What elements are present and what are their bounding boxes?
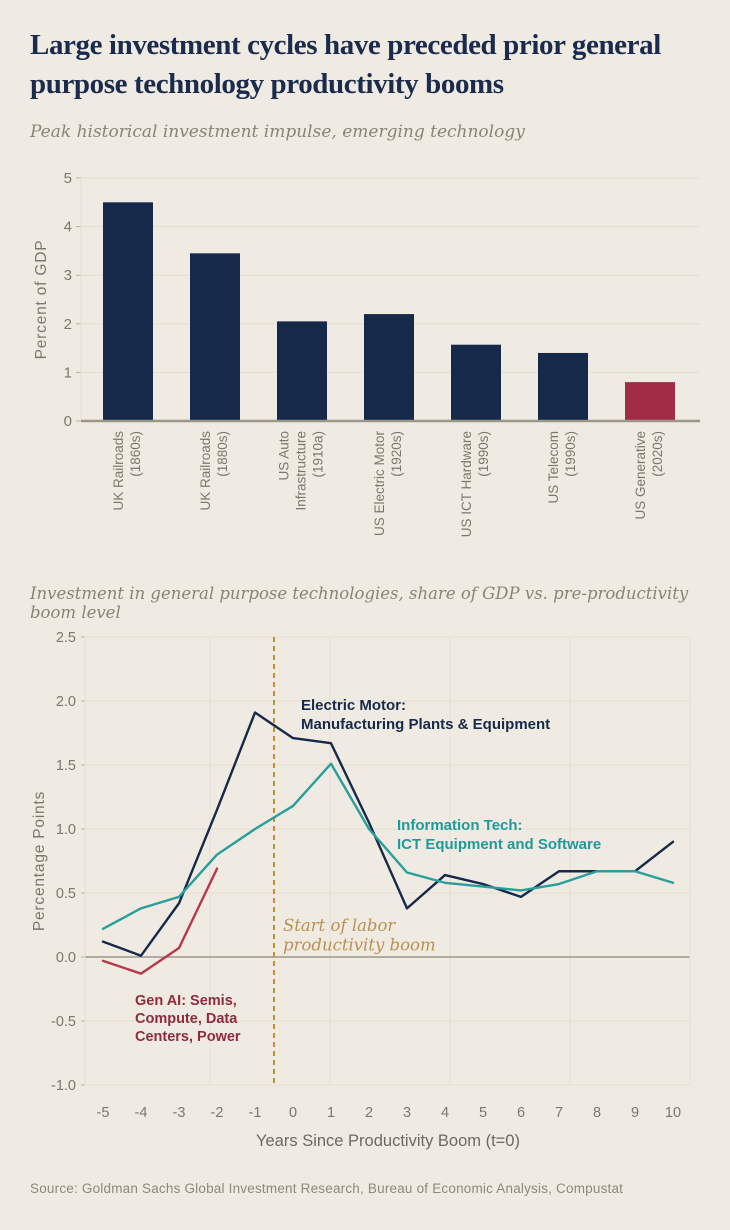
bar-label-5: (1990s): [563, 431, 578, 477]
x-tick-label: -4: [135, 1105, 148, 1121]
x-tick-label: 6: [517, 1105, 525, 1121]
gen-ai-label: Gen AI: Semis, Compute, Data Centers, Powe…: [135, 993, 241, 1045]
bar-5: [538, 352, 588, 421]
bar-label-4: US ICT Hardware: [459, 431, 474, 537]
x-tick-label: 4: [441, 1105, 449, 1121]
y-axis-title: Percent of GDP: [33, 240, 50, 360]
electric-motor-label: Electric Motor: Manufacturing Plants & Eq…: [301, 697, 550, 733]
bar-label-0: (1860s): [128, 431, 143, 477]
bar-label-2: Infrastructure: [294, 431, 309, 511]
bar-6: [625, 382, 675, 421]
y-tick-label: 3: [64, 267, 72, 284]
y-tick-label: 5: [64, 170, 72, 187]
y-tick-label: 1.5: [56, 758, 76, 774]
annotation-line: productivity boom: [283, 936, 436, 955]
bar-label-5: US Telecom: [546, 431, 561, 504]
plot-border: [84, 636, 691, 1086]
x-tick-label: 9: [631, 1105, 639, 1121]
y-tick-label: 1: [64, 364, 72, 381]
y-tick-label: 1.0: [56, 822, 76, 838]
electric-motor-line: [101, 711, 675, 957]
x-tick-label: 10: [665, 1105, 681, 1121]
x-tick-label: 5: [479, 1105, 487, 1121]
bar-2: [277, 321, 327, 421]
annotation-line: Electric Motor:: [301, 697, 406, 714]
bar-label-4: (1990s): [476, 431, 491, 477]
y-tick-label: 2: [64, 316, 72, 333]
x-tick-label: 8: [593, 1105, 601, 1121]
annotation-line: Information Tech:: [397, 817, 523, 834]
page-title: Large investment cycles have preceded pr…: [30, 29, 661, 100]
bar-label-3: US Electric Motor: [372, 431, 387, 537]
y-tick-label: -0.5: [51, 1014, 76, 1030]
bar-label-6: (2020s): [650, 431, 665, 477]
x-tick-label: 1: [327, 1105, 335, 1121]
gen-ai-line: [101, 867, 219, 975]
information-tech-label: Information Tech: ICT Equipment and Softw…: [397, 817, 601, 853]
x-tick-label: -1: [249, 1105, 262, 1121]
x-tick-label: 2: [365, 1105, 373, 1121]
y-tick-label: 2.5: [56, 630, 76, 646]
y-tick-label: 4: [64, 219, 72, 236]
bar-4: [451, 344, 501, 421]
bar-1: [190, 253, 240, 421]
y-tick-label: 0: [64, 413, 72, 430]
y-axis-title: Percentage Points: [31, 791, 48, 931]
annotation-line: Manufacturing Plants & Equipment: [301, 716, 550, 733]
source-note: Source: Goldman Sachs Global Investment …: [30, 1181, 624, 1196]
information-tech-line: [101, 762, 675, 931]
bar-3: [364, 314, 414, 421]
annotation-line: Compute, Data: [135, 1011, 238, 1027]
annotation-line: Start of labor: [283, 916, 396, 935]
annotation-line: Centers, Power: [135, 1029, 241, 1045]
bar-label-1: UK Railroads: [198, 431, 213, 511]
x-axis-title: Years Since Productivity Boom (t=0): [256, 1132, 520, 1150]
x-tick-label: -3: [173, 1105, 186, 1121]
bar-chart-subtitle: Peak historical investment impulse, emer…: [30, 122, 525, 142]
annotation-line: Gen AI: Semis,: [135, 993, 237, 1009]
bar-label-2: US Auto: [277, 431, 292, 481]
annotation-line: ICT Equipment and Software: [397, 836, 601, 853]
bar-label-2: (1910a): [311, 431, 326, 478]
line-chart-subtitle: Investment in general purpose technologi…: [30, 584, 689, 622]
line-chart: 2.5 2.0 1.5 1.0 0.5 0.0 -0.5 -1.0 Percentage Poi…: [31, 630, 691, 1150]
bar-0: [103, 202, 153, 421]
y-tick-label: 0.5: [56, 886, 76, 902]
x-tick-label: 3: [403, 1105, 411, 1121]
x-tick-label: -5: [97, 1105, 110, 1121]
x-tick-label: 0: [289, 1105, 297, 1121]
bar-label-6: US Generative: [633, 431, 648, 520]
bar-label-1: (1880s): [215, 431, 230, 477]
x-tick-label: 7: [555, 1105, 563, 1121]
y-tick-label: 0.0: [56, 950, 76, 966]
y-tick-label: 2.0: [56, 694, 76, 710]
bar-label-3: (1920s): [389, 431, 404, 477]
x-tick-label: -2: [211, 1105, 224, 1121]
y-tick-label: -1.0: [51, 1078, 76, 1094]
bar-label-0: UK Railroads: [111, 431, 126, 511]
